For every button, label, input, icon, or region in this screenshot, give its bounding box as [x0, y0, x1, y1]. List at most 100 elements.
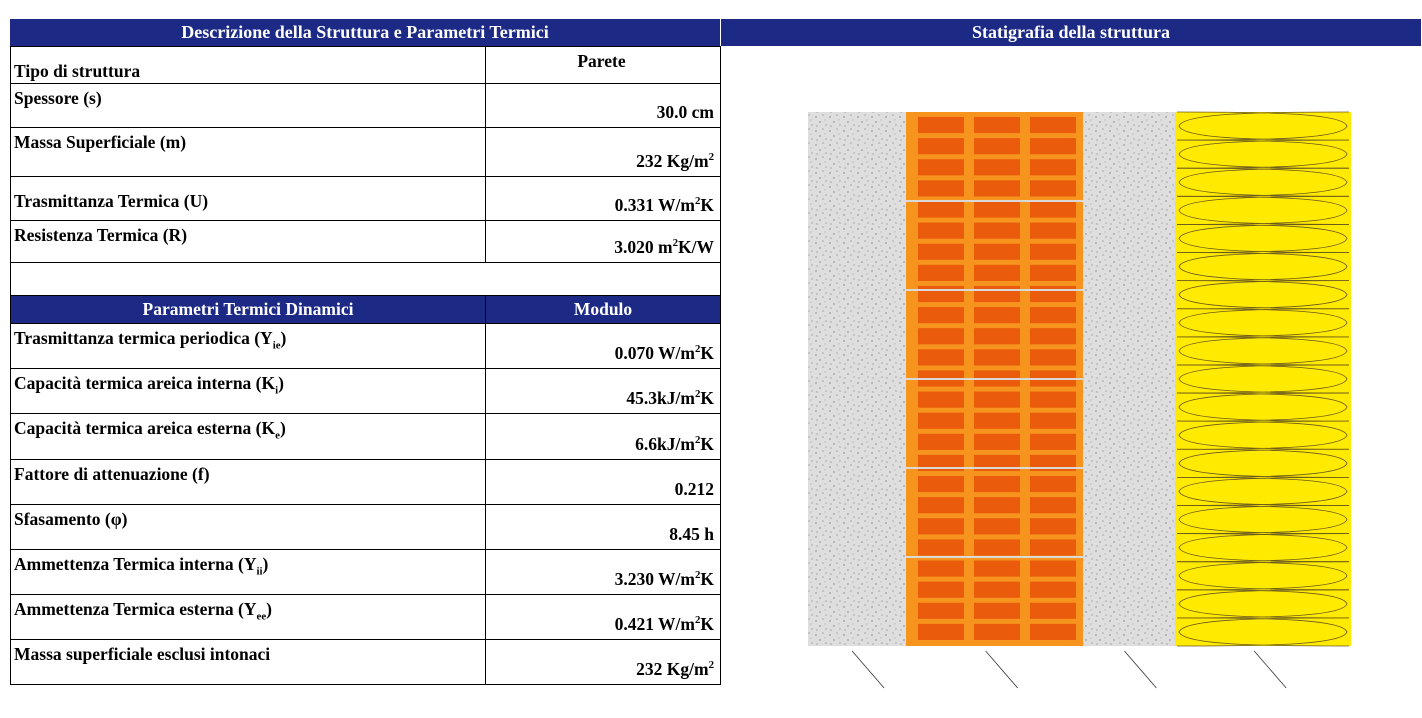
- row-value: 6.6kJ/m2K: [485, 413, 721, 460]
- brick-cell: [918, 328, 964, 345]
- brick-cell: [1030, 138, 1076, 155]
- table-row: Resistenza Termica (R) 3.020 m2K/W: [10, 220, 721, 263]
- row-label: Massa superficiale esclusi intonaci: [10, 639, 486, 685]
- brick-cell: [1030, 159, 1076, 176]
- brick-cell: [918, 623, 964, 640]
- brick-cell: [918, 539, 964, 556]
- insulation-wave: [1176, 505, 1350, 534]
- table-row: Capacità termica areica interna (Ki) 45.…: [10, 368, 721, 414]
- insulation-wave: [1176, 392, 1350, 422]
- insulation-wave: [1176, 252, 1350, 282]
- brick-cell: [974, 560, 1020, 577]
- brick-cell: [1030, 243, 1076, 260]
- brick-cell: [1030, 497, 1076, 514]
- spacer-row: [10, 262, 721, 296]
- row-label: Resistenza Termica (R): [10, 220, 486, 263]
- row-label: Spessore (s): [10, 83, 486, 128]
- brick-cell: [1030, 433, 1076, 450]
- brick-cell: [1030, 264, 1076, 281]
- table-row: Massa superficiale esclusi intonaci 232 …: [10, 639, 721, 685]
- brick-cell: [918, 497, 964, 514]
- brick-cell: [1030, 518, 1076, 535]
- insulation-wave: [1176, 533, 1350, 563]
- brick-cell: [974, 243, 1020, 260]
- insulation-wave: [1176, 448, 1350, 478]
- brick-cell: [1030, 602, 1076, 619]
- brick-cell: [1030, 539, 1076, 556]
- brick-cell: [918, 518, 964, 535]
- layer-leader-line: [851, 650, 885, 689]
- table-row: Fattore di attenuazione (f) 0.212: [10, 459, 721, 505]
- brick-cell: [918, 138, 964, 155]
- brick-cell: [974, 412, 1020, 429]
- brick-cell: [1030, 222, 1076, 239]
- brick-cell: [1030, 391, 1076, 408]
- brick-cell: [918, 117, 964, 134]
- row-label: Ammettenza Termica interna (Yii): [10, 549, 486, 595]
- brick-cell: [974, 539, 1020, 556]
- row-value: 232 Kg/m2: [485, 127, 721, 177]
- insulation-wave: [1176, 364, 1350, 394]
- insulation-wave: [1176, 280, 1350, 310]
- layer-leader-line: [985, 650, 1018, 689]
- brick-cell: [974, 285, 1020, 303]
- table-row: Trasmittanza Termica (U) 0.331 W/m2K: [10, 176, 721, 221]
- brick-cell: [918, 285, 964, 303]
- table-row: Tipo di struttura Parete: [10, 46, 721, 84]
- row-value: 3.230 W/m2K: [485, 549, 721, 595]
- brick-cell: [918, 222, 964, 239]
- brick-cell: [974, 264, 1020, 281]
- brick-cell: [918, 180, 964, 197]
- brick-cell: [1030, 307, 1076, 324]
- brick-cell: [974, 328, 1020, 345]
- section-header-description: Descrizione della Struttura e Parametri …: [10, 19, 720, 46]
- layer-1: [808, 112, 906, 646]
- row-label: Tipo di struttura: [10, 46, 486, 84]
- insulation-wave: [1176, 476, 1350, 506]
- row-value: 232 Kg/m2: [485, 639, 721, 685]
- insulation-wave: [1176, 139, 1350, 169]
- row-value: 0.331 W/m2K: [485, 176, 721, 221]
- brick-cell: [1030, 581, 1076, 598]
- brick-cell: [918, 581, 964, 598]
- insulation-wave: [1176, 308, 1350, 338]
- insulation-wave: [1176, 195, 1350, 225]
- spacer-cell: [10, 262, 721, 296]
- dynamic-header-label: Parametri Termici Dinamici: [10, 295, 486, 324]
- row-label: Fattore di attenuazione (f): [10, 459, 486, 505]
- layer-4: [1175, 111, 1351, 647]
- brick-cell: [1030, 560, 1076, 577]
- table-row: Capacità termica areica esterna (Ke) 6.6…: [10, 413, 721, 460]
- brick-cell: [974, 138, 1020, 155]
- brick-cell: [974, 476, 1020, 493]
- brick-cell: [974, 307, 1020, 324]
- table-row: Ammettenza Termica esterna (Yee) 0.421 W…: [10, 594, 721, 640]
- table-row: Trasmittanza termica periodica (Yie) 0.0…: [10, 323, 721, 369]
- brick-cell: [974, 623, 1020, 640]
- section-header-stratigraphy: Statigrafia della struttura: [721, 19, 1421, 46]
- layer-3: [1083, 112, 1175, 646]
- row-value: 8.45 h: [485, 504, 721, 550]
- insulation-wave: [1176, 224, 1350, 253]
- dynamic-header-value: Modulo: [485, 295, 721, 324]
- layer-leader-line: [1124, 650, 1157, 689]
- plaster-layer-fill: [1083, 112, 1175, 646]
- table-row: Massa Superficiale (m) 232 Kg/m2: [10, 127, 721, 177]
- row-value: Parete: [485, 46, 721, 84]
- wall-stratigraphy-drawing: 1234: [808, 111, 1351, 689]
- brick-cell: [974, 602, 1020, 619]
- insulation-wave: [1176, 111, 1350, 141]
- table-row: Spessore (s) 30.0 cm: [10, 83, 721, 128]
- brick-cell: [974, 117, 1020, 134]
- row-label: Trasmittanza Termica (U): [10, 176, 486, 221]
- brick-cell: [974, 581, 1020, 598]
- brick-cell: [918, 602, 964, 619]
- row-label: Capacità termica areica esterna (Ke): [10, 413, 486, 460]
- insulation-layer-fill: [1175, 112, 1351, 646]
- brick-cell: [918, 560, 964, 577]
- brick-cell: [974, 433, 1020, 450]
- table-row: Ammettenza Termica interna (Yii) 3.230 W…: [10, 549, 721, 595]
- brick-cell: [1030, 476, 1076, 493]
- brick-cell: [918, 349, 964, 366]
- insulation-wave: [1176, 167, 1350, 197]
